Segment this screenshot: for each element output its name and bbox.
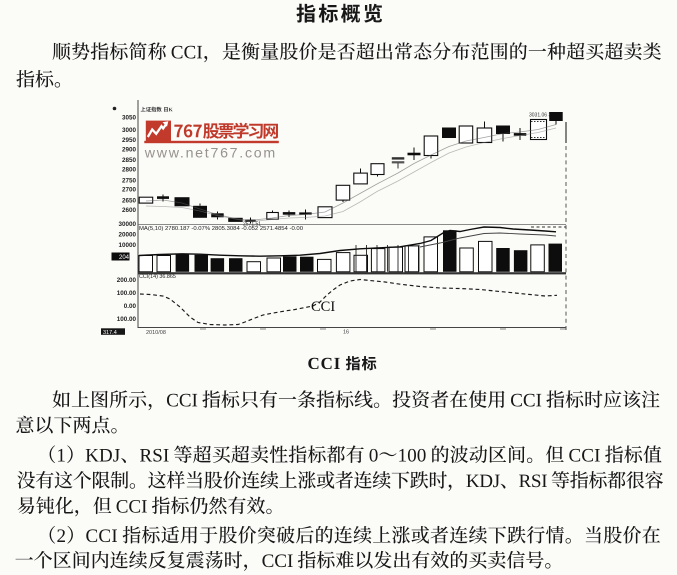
svg-text:www.net767.com: www.net767.com [144, 146, 277, 162]
svg-text:CCI(14) 36.865: CCI(14) 36.865 [139, 274, 176, 280]
svg-text:10000: 10000 [118, 242, 136, 249]
svg-text:2010/08: 2010/08 [146, 330, 166, 336]
svg-text:3000: 3000 [122, 127, 137, 134]
svg-text:20000: 20000 [118, 231, 136, 238]
svg-text:16: 16 [343, 330, 349, 336]
svg-text:2800: 2800 [122, 167, 137, 174]
svg-text:2950: 2950 [122, 137, 137, 144]
svg-text:2571.51: 2571.51 [243, 222, 261, 228]
svg-text:100.00: 100.00 [117, 316, 137, 323]
svg-text:30000: 30000 [118, 221, 136, 228]
svg-text:200.00: 200.00 [117, 277, 137, 284]
svg-text:317.4: 317.4 [103, 330, 117, 336]
svg-text:2600: 2600 [122, 207, 137, 214]
svg-text:2750: 2750 [122, 177, 137, 184]
svg-text:CCI: CCI [311, 299, 335, 315]
svg-text:3050: 3050 [122, 115, 137, 122]
svg-text:2900: 2900 [122, 147, 137, 154]
svg-text:3031.06 3064: 3031.06 3064 [529, 113, 560, 119]
svg-text:2850: 2850 [122, 157, 137, 164]
svg-text:204: 204 [119, 255, 130, 261]
svg-text:100.00: 100.00 [117, 290, 137, 297]
svg-text:2700: 2700 [122, 187, 137, 194]
svg-text:0.00: 0.00 [124, 303, 137, 310]
svg-text:MA(5,10) 2780.187 -0.07% 2805.: MA(5,10) 2780.187 -0.07% 2805.3084 -0.05… [139, 226, 303, 232]
svg-text:2650: 2650 [122, 197, 137, 204]
